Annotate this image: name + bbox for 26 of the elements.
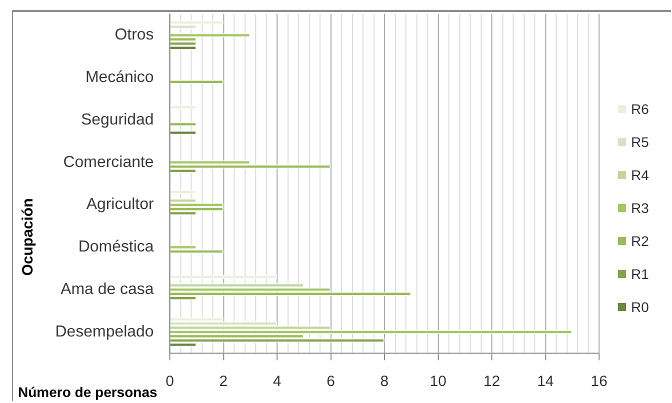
y-axis-title: Ocupación: [20, 198, 36, 276]
y-tick-label: Comerciante: [63, 154, 154, 171]
legend-label: R5: [631, 134, 649, 150]
x-tick-label: 0: [166, 373, 174, 390]
legend-label: R0: [631, 299, 649, 315]
x-tick-label: 2: [219, 373, 228, 390]
legend-label: R3: [631, 200, 649, 216]
y-tick-label: Otros: [114, 26, 154, 44]
x-axis-title: Número de personas: [18, 384, 158, 400]
y-tick-label: Seguridad: [80, 111, 154, 128]
x-tick-label: 14: [537, 373, 554, 390]
legend-label: R2: [631, 233, 649, 249]
legend-label: R4: [631, 167, 649, 183]
y-tick-label: Mecánico: [85, 69, 154, 86]
x-tick-label: 4: [272, 373, 282, 390]
y-tick-label: Ama de casa: [60, 281, 154, 298]
legend-label: R6: [631, 101, 649, 117]
legend-label: R1: [631, 266, 649, 282]
x-tick-label: 12: [483, 373, 500, 390]
x-tick-label: 16: [590, 373, 608, 390]
y-tick-label: Agricultor: [86, 196, 154, 214]
x-tick-label: 10: [430, 373, 446, 390]
x-tick-label: 8: [380, 373, 389, 390]
x-tick-label: 6: [326, 373, 335, 390]
y-tick-label: Desempelado: [55, 323, 154, 340]
y-tick-label: Doméstica: [78, 238, 154, 256]
